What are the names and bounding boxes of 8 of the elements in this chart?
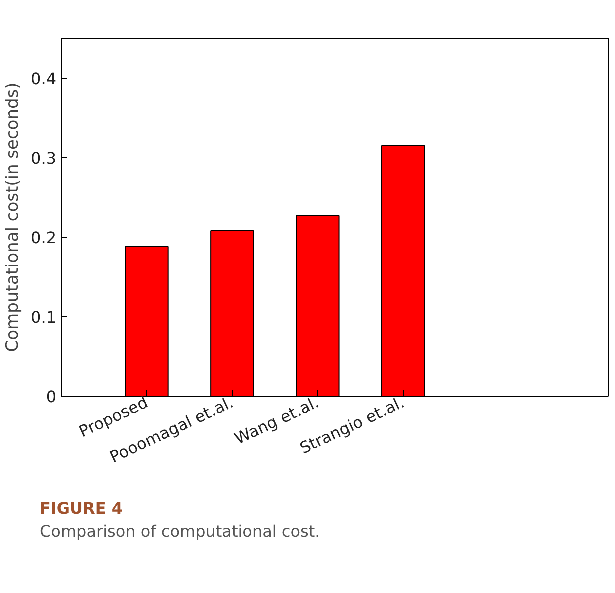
y-tick-label: 0.3 bbox=[31, 148, 57, 168]
y-axis-title: Computational cost(in seconds) bbox=[3, 82, 24, 352]
y-tick-label: 0.2 bbox=[31, 228, 57, 248]
caption: FIGURE 4 bbox=[40, 498, 124, 520]
y-tick-label: 0 bbox=[46, 388, 57, 406]
y-tick-label: 0.1 bbox=[31, 308, 57, 327]
y-tick-label: 0.4 bbox=[31, 69, 57, 88]
text: Comparison of computational cost. bbox=[40, 520, 320, 543]
